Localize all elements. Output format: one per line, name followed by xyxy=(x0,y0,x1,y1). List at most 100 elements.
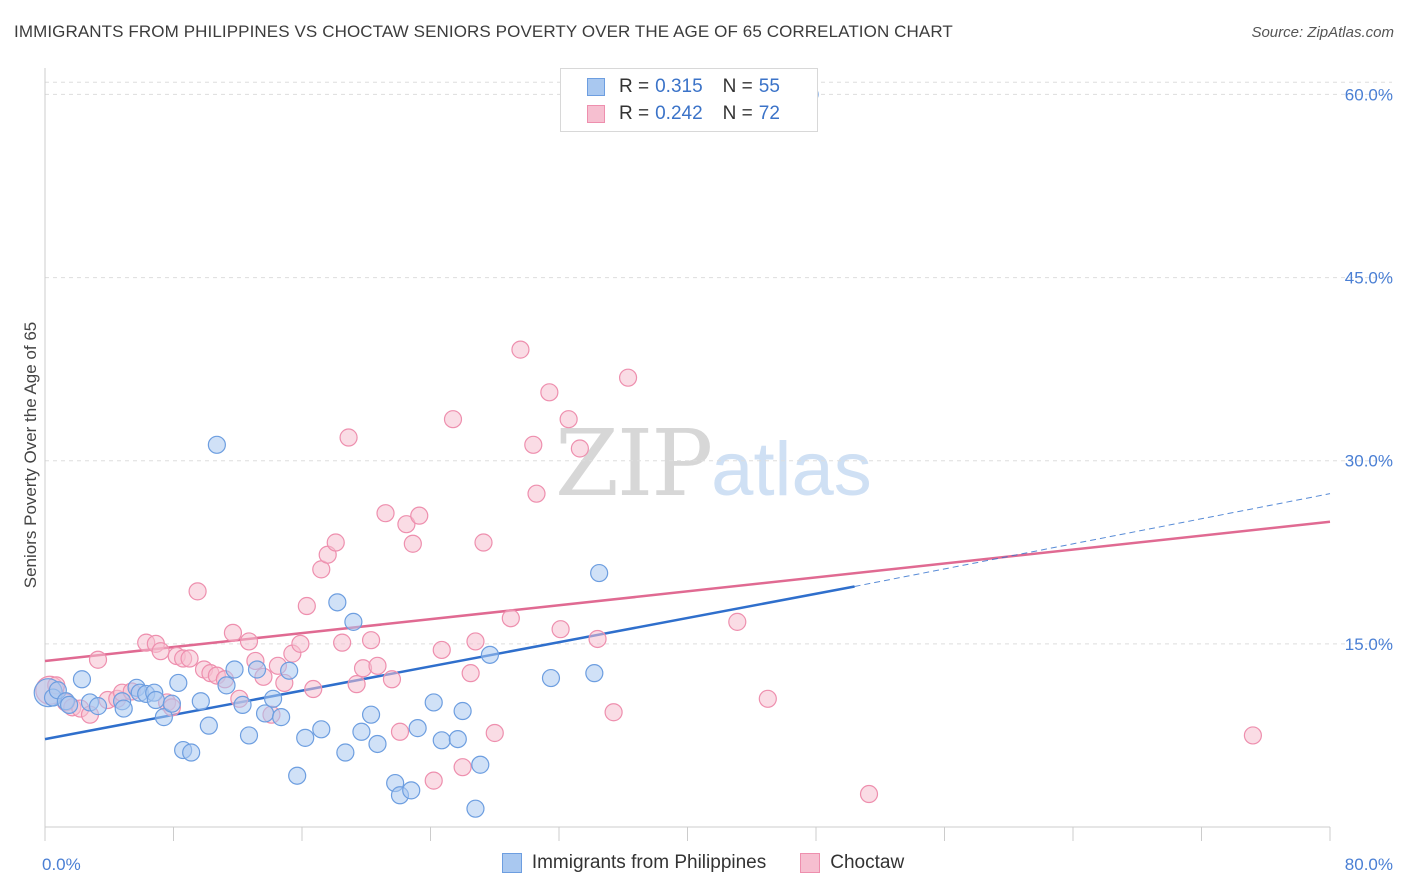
point-philippines xyxy=(585,664,604,683)
point-choctaw xyxy=(859,784,879,804)
trend-line-choctaw xyxy=(44,520,1331,663)
point-philippines xyxy=(480,645,500,664)
point-choctaw xyxy=(180,649,199,668)
point-philippines xyxy=(344,612,363,631)
legend: R = 0.315 N = 55 R = 0.242 N = 72 xyxy=(560,68,818,132)
legend-row-choctaw: R = 0.242 N = 72 xyxy=(587,102,780,126)
point-philippines xyxy=(162,694,181,713)
point-philippines xyxy=(328,593,347,612)
axes xyxy=(44,68,1331,841)
point-choctaw xyxy=(758,689,777,708)
y-tick-label: 30.0% xyxy=(1345,452,1393,471)
y-tick-label: 60.0% xyxy=(1345,85,1393,104)
point-philippines xyxy=(448,729,467,749)
point-philippines xyxy=(182,743,201,762)
watermark: ZIPatlas xyxy=(555,410,872,517)
y-axis-label: Seniors Poverty Over the Age of 65 xyxy=(21,322,40,588)
legend-swatch-choctaw xyxy=(587,105,605,123)
point-choctaw xyxy=(382,670,402,689)
point-philippines xyxy=(239,726,259,745)
point-philippines xyxy=(272,708,291,727)
point-philippines xyxy=(466,799,485,818)
series-swatch-choctaw xyxy=(800,853,821,873)
trend-line-philippines xyxy=(44,585,855,741)
point-choctaw xyxy=(540,383,559,402)
point-philippines xyxy=(288,766,307,785)
point-philippines xyxy=(336,743,355,762)
point-philippines xyxy=(233,695,252,715)
legend-r-value: 0.242 xyxy=(655,103,703,124)
point-philippines xyxy=(217,676,236,695)
point-choctaw xyxy=(304,679,323,699)
point-philippines xyxy=(352,722,371,741)
source-label: Source: ZipAtlas.com xyxy=(1251,24,1394,41)
point-choctaw xyxy=(728,612,747,631)
point-philippines xyxy=(207,435,226,454)
point-philippines xyxy=(453,701,472,721)
point-choctaw xyxy=(347,675,366,694)
point-choctaw xyxy=(432,640,451,660)
point-choctaw xyxy=(466,632,485,651)
tick-labels: 15.0% 30.0% 45.0% 60.0% 0.0% 80.0% xyxy=(42,85,1393,874)
legend-r-label: R = xyxy=(619,103,650,124)
point-philippines xyxy=(312,720,331,739)
point-choctaw xyxy=(443,410,463,429)
point-philippines xyxy=(590,563,609,583)
point-choctaw xyxy=(239,632,259,651)
watermark-zip: ZIP xyxy=(555,410,713,517)
point-choctaw xyxy=(403,534,422,553)
legend-swatch-philippines xyxy=(587,78,605,96)
point-philippines xyxy=(154,708,173,727)
point-choctaw xyxy=(339,428,358,447)
point-philippines xyxy=(408,719,427,738)
point-choctaw xyxy=(453,758,472,777)
point-philippines xyxy=(263,689,283,708)
legend-n-label: N = xyxy=(722,76,753,97)
point-choctaw xyxy=(291,634,310,653)
point-choctaw xyxy=(604,703,623,722)
point-choctaw xyxy=(570,439,589,458)
y-tick-label: 45.0% xyxy=(1345,269,1393,288)
series-legend-philippines: Immigrants from Philippines xyxy=(501,852,766,874)
trend-extension-philippines xyxy=(854,493,1331,587)
grid xyxy=(45,81,1392,645)
point-philippines xyxy=(402,781,421,800)
point-choctaw xyxy=(361,631,381,650)
point-choctaw xyxy=(297,596,316,616)
series-label-choctaw: Choctaw xyxy=(830,852,905,873)
series-legend: Immigrants from Philippines Choctaw xyxy=(0,852,1406,874)
point-philippines xyxy=(59,695,79,715)
point-choctaw xyxy=(618,368,638,387)
legend-n-value: 55 xyxy=(758,76,780,97)
point-philippines xyxy=(471,755,490,774)
point-philippines xyxy=(88,697,108,716)
point-philippines xyxy=(432,731,451,750)
legend-row-philippines: R = 0.315 N = 55 xyxy=(587,75,780,99)
x-tick-label: 80.0% xyxy=(1345,855,1393,874)
point-philippines xyxy=(424,693,443,712)
point-choctaw xyxy=(390,722,410,741)
point-choctaw xyxy=(524,435,543,454)
point-choctaw xyxy=(424,771,443,790)
trend-lines xyxy=(44,493,1331,741)
point-choctaw xyxy=(326,533,345,552)
point-philippines xyxy=(296,728,315,747)
point-choctaw xyxy=(376,504,395,523)
point-choctaw xyxy=(333,633,352,652)
point-choctaw xyxy=(1243,726,1263,745)
point-choctaw xyxy=(485,723,504,743)
point-philippines xyxy=(280,661,299,680)
legend-r-label: R = xyxy=(619,76,650,97)
point-philippines xyxy=(72,670,92,689)
legend-n-label: N = xyxy=(722,103,753,124)
point-choctaw xyxy=(397,515,416,534)
point-choctaw xyxy=(501,609,520,628)
point-philippines xyxy=(114,699,133,718)
series-legend-choctaw: Choctaw xyxy=(800,852,904,874)
point-choctaw xyxy=(188,582,207,601)
point-philippines xyxy=(169,673,188,693)
point-choctaw xyxy=(151,642,170,661)
y-tick-label: 15.0% xyxy=(1345,635,1393,654)
point-choctaw xyxy=(461,664,480,683)
